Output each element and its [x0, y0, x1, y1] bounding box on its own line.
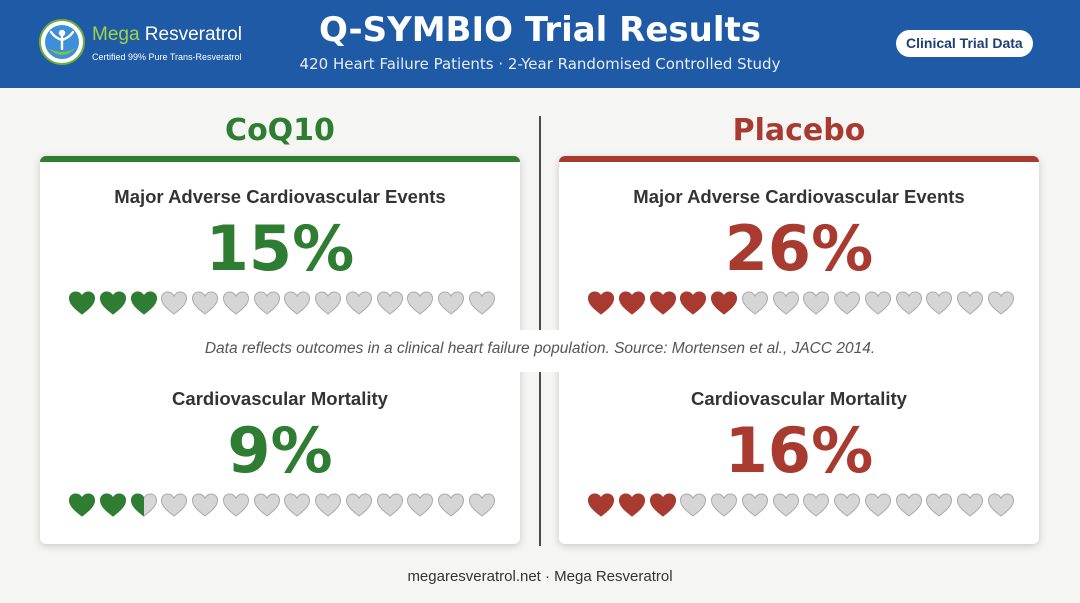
placebo-heart-icon: [803, 291, 830, 315]
source-note-box: Data reflects outcomes in a clinical hea…: [147, 330, 933, 372]
header-bar: Mega Resveratrol Certified 99% Pure Tran…: [0, 0, 1080, 88]
coq10-heart-icon: [130, 291, 157, 315]
placebo-heart-icon: [803, 493, 830, 517]
coq10-heart-icon: [222, 493, 249, 517]
placebo-heart-icon: [834, 493, 861, 517]
placebo-heart-icon: [864, 291, 891, 315]
placebo-heart-icon: [741, 291, 768, 315]
placebo-heart-icon: [711, 291, 738, 315]
placebo-heart-icon: [587, 493, 615, 517]
placebo-heart-icon: [895, 493, 922, 517]
placebo-mortality-value: 16%: [724, 414, 874, 487]
coq10-heart-icon: [376, 493, 403, 517]
placebo-heart-icon: [926, 493, 953, 517]
placebo-mace-value: 26%: [724, 212, 874, 285]
coq10-heart-icon: [222, 291, 249, 315]
coq10-mortality-value: 9%: [227, 414, 333, 487]
coq10-heart-icon: [438, 291, 465, 315]
source-note: Data reflects outcomes in a clinical hea…: [204, 340, 876, 357]
placebo-mortality-hearts: [587, 492, 1015, 520]
coq10-heart-icon: [315, 493, 342, 517]
coq10-heart-icon: [192, 291, 219, 315]
coq10-mortality-label: Cardiovascular Mortality: [172, 388, 388, 409]
placebo-heart-icon: [649, 493, 676, 517]
page-title: Q-SYMBIO Trial Results: [318, 10, 762, 50]
placebo-heart-icon: [957, 291, 984, 315]
coq10-heart-icon: [253, 493, 280, 517]
placebo-heart-icon: [957, 493, 984, 517]
placebo-heart-icon: [834, 291, 861, 315]
placebo-heart-icon: [587, 291, 615, 315]
coq10-heart-icon: [284, 291, 311, 315]
placebo-mace-label: Major Adverse Cardiovascular Events: [633, 186, 965, 207]
placebo-heart-icon: [895, 291, 922, 315]
placebo-heart-icon: [680, 493, 707, 517]
coq10-heart-icon: [468, 291, 495, 315]
coq10-heart-icon: [68, 493, 96, 517]
coq10-heart-icon: [376, 291, 403, 315]
coq10-heart-icon: [99, 493, 126, 517]
coq10-heart-icon: [68, 291, 96, 315]
placebo-heart-icon: [772, 493, 799, 517]
logo-emblem-icon: [39, 19, 85, 65]
placebo-title: Placebo: [732, 113, 866, 148]
coq10-heart-icon: [99, 291, 126, 315]
coq10-heart-icon: [468, 493, 495, 517]
coq10-heart-icon: [130, 493, 157, 517]
placebo-heart-icon: [864, 493, 891, 517]
logo-tagline: Certified 99% Pure Trans-Resveratrol: [92, 52, 242, 62]
clinical-trial-badge: Clinical Trial Data: [896, 30, 1033, 57]
placebo-heart-icon: [772, 291, 799, 315]
placebo-heart-icon: [987, 493, 1014, 517]
logo-name: Mega Resveratrol: [92, 24, 242, 46]
coq10-heart-icon: [161, 493, 188, 517]
page-subtitle: 420 Heart Failure Patients · 2-Year Rand…: [299, 55, 781, 73]
coq10-title: CoQ10: [225, 113, 335, 148]
coq10-heart-icon: [345, 291, 372, 315]
coq10-mortality-hearts: [68, 492, 496, 520]
brand-logo[interactable]: Mega Resveratrol Certified 99% Pure Tran…: [38, 18, 288, 70]
coq10-heart-icon: [407, 493, 434, 517]
logo-name-mega: Mega: [92, 24, 140, 45]
coq10-heart-icon: [192, 493, 219, 517]
coq10-heart-icon: [284, 493, 311, 517]
placebo-heart-icon: [926, 291, 953, 315]
placebo-heart-icon: [711, 493, 738, 517]
footer-credit: megaresveratrol.net · Mega Resveratrol: [407, 568, 673, 585]
coq10-heart-icon: [315, 291, 342, 315]
coq10-heart-icon: [161, 291, 188, 315]
placebo-heart-icon: [741, 493, 768, 517]
placebo-mace-hearts: [587, 290, 1015, 318]
coq10-heart-icon: [438, 493, 465, 517]
placebo-heart-icon: [618, 493, 645, 517]
placebo-heart-icon: [649, 291, 676, 315]
coq10-mace-value: 15%: [205, 212, 355, 285]
placebo-mortality-label: Cardiovascular Mortality: [691, 388, 907, 409]
coq10-heart-icon: [253, 291, 280, 315]
placebo-heart-icon: [680, 291, 707, 315]
placebo-heart-icon: [618, 291, 645, 315]
coq10-mace-hearts: [68, 290, 496, 318]
coq10-heart-icon: [407, 291, 434, 315]
placebo-heart-icon: [987, 291, 1014, 315]
coq10-heart-icon: [345, 493, 372, 517]
coq10-mace-label: Major Adverse Cardiovascular Events: [114, 186, 446, 207]
logo-name-resveratrol: Resveratrol: [139, 24, 242, 45]
